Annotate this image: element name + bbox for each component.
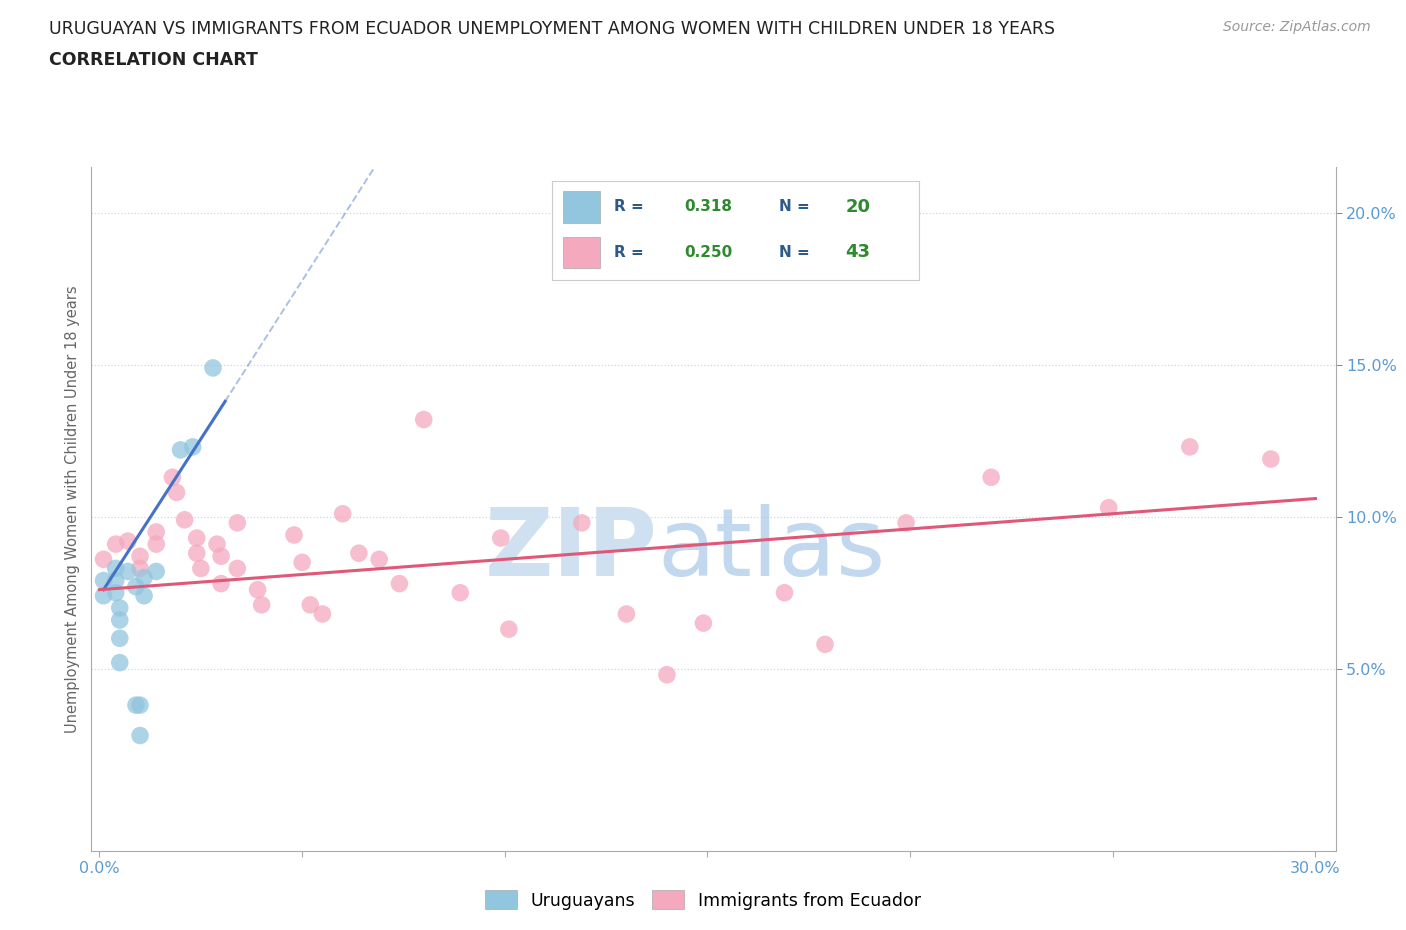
Point: [186, 531, 208, 546]
Point: [117, 534, 139, 549]
Point: [162, 470, 184, 485]
Point: [145, 525, 167, 539]
Point: [616, 606, 638, 621]
Point: [145, 564, 167, 578]
Point: [104, 573, 127, 588]
Point: [108, 613, 131, 628]
Point: [894, 515, 917, 530]
Point: [181, 440, 204, 455]
Point: [1098, 500, 1121, 515]
Point: [190, 561, 212, 576]
Point: [132, 570, 155, 585]
Point: [104, 537, 127, 551]
Point: [145, 537, 167, 551]
Point: [250, 597, 273, 612]
Point: [311, 606, 333, 621]
Text: atlas: atlas: [658, 504, 886, 596]
Point: [388, 577, 411, 591]
Point: [117, 564, 139, 578]
Point: [108, 601, 131, 616]
Point: [93, 551, 115, 566]
Point: [655, 668, 678, 683]
Point: [93, 573, 115, 588]
Text: ZIP: ZIP: [485, 504, 658, 596]
Point: [571, 515, 593, 530]
Point: [169, 443, 191, 458]
Point: [205, 537, 228, 551]
Point: [246, 582, 269, 597]
Point: [226, 515, 249, 530]
Point: [1260, 452, 1282, 467]
Point: [209, 577, 232, 591]
Point: [291, 555, 314, 570]
Point: [332, 506, 354, 521]
Point: [1178, 440, 1201, 455]
Point: [283, 527, 305, 542]
Point: [773, 585, 796, 600]
Point: [125, 698, 148, 712]
Point: [129, 698, 152, 712]
Point: [129, 728, 152, 743]
Point: [108, 631, 131, 645]
Legend: Uruguayans, Immigrants from Ecuador: Uruguayans, Immigrants from Ecuador: [478, 884, 928, 917]
Point: [201, 361, 224, 376]
Point: [186, 546, 208, 561]
Point: [129, 549, 152, 564]
Point: [692, 616, 714, 631]
Point: [368, 551, 391, 566]
Point: [132, 589, 155, 604]
Point: [226, 561, 249, 576]
Point: [93, 589, 115, 604]
Point: [129, 561, 152, 576]
Point: [498, 622, 520, 637]
Y-axis label: Unemployment Among Women with Children Under 18 years: Unemployment Among Women with Children U…: [65, 286, 80, 733]
Point: [412, 412, 434, 427]
Text: URUGUAYAN VS IMMIGRANTS FROM ECUADOR UNEMPLOYMENT AMONG WOMEN WITH CHILDREN UNDE: URUGUAYAN VS IMMIGRANTS FROM ECUADOR UNE…: [49, 20, 1056, 38]
Point: [108, 655, 131, 670]
Point: [173, 512, 195, 527]
Point: [814, 637, 837, 652]
Point: [347, 546, 370, 561]
Point: [299, 597, 322, 612]
Point: [449, 585, 471, 600]
Point: [104, 585, 127, 600]
Point: [125, 579, 148, 594]
Point: [980, 470, 1002, 485]
Point: [104, 561, 127, 576]
Text: Source: ZipAtlas.com: Source: ZipAtlas.com: [1223, 20, 1371, 34]
Text: CORRELATION CHART: CORRELATION CHART: [49, 51, 259, 69]
Point: [209, 549, 232, 564]
Point: [166, 485, 188, 500]
Point: [489, 531, 512, 546]
